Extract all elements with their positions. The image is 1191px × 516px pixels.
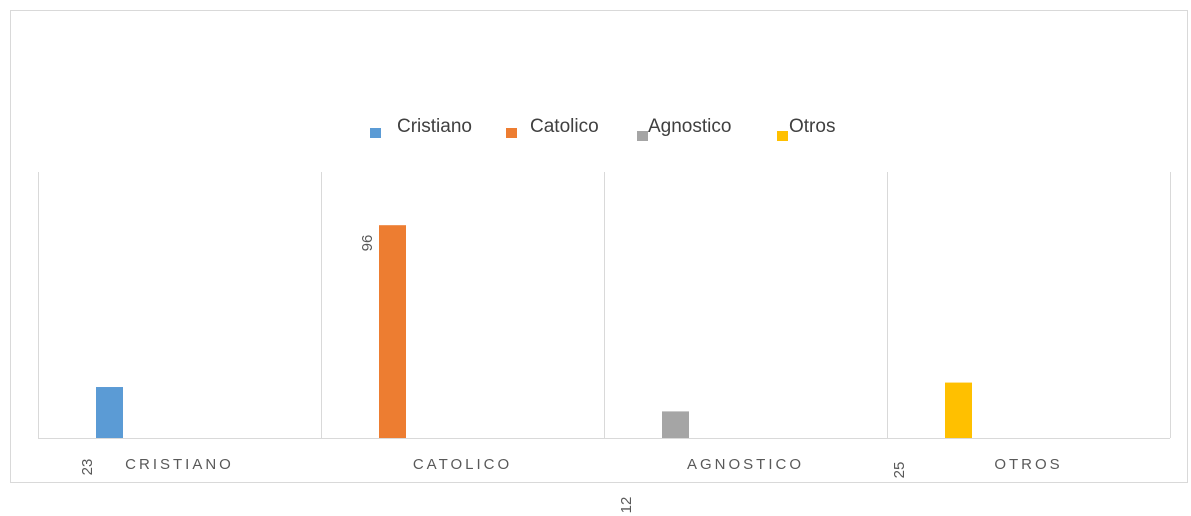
legend-label: Agnostico — [648, 116, 731, 137]
legend-swatch — [506, 128, 517, 138]
x-tick-label: CRISTIANO — [125, 456, 234, 473]
legend-swatch — [777, 131, 788, 141]
bar — [379, 225, 406, 438]
data-label: 23 — [79, 459, 96, 476]
data-label: 12 — [618, 497, 635, 514]
data-label: 96 — [359, 235, 376, 252]
legend-label: Catolico — [530, 116, 599, 137]
x-tick-label: OTROS — [994, 456, 1062, 473]
legend-label: Cristiano — [397, 116, 472, 137]
bar — [96, 387, 123, 438]
x-tick-label: AGNOSTICO — [687, 456, 804, 473]
legend-swatch — [637, 131, 648, 141]
bar — [945, 382, 972, 438]
data-label: 25 — [891, 462, 908, 479]
chart-border — [10, 10, 1188, 483]
legend-swatch — [370, 128, 381, 138]
bar — [662, 411, 689, 438]
legend-label: Otros — [789, 116, 835, 137]
x-tick-label: CATOLICO — [413, 456, 512, 473]
